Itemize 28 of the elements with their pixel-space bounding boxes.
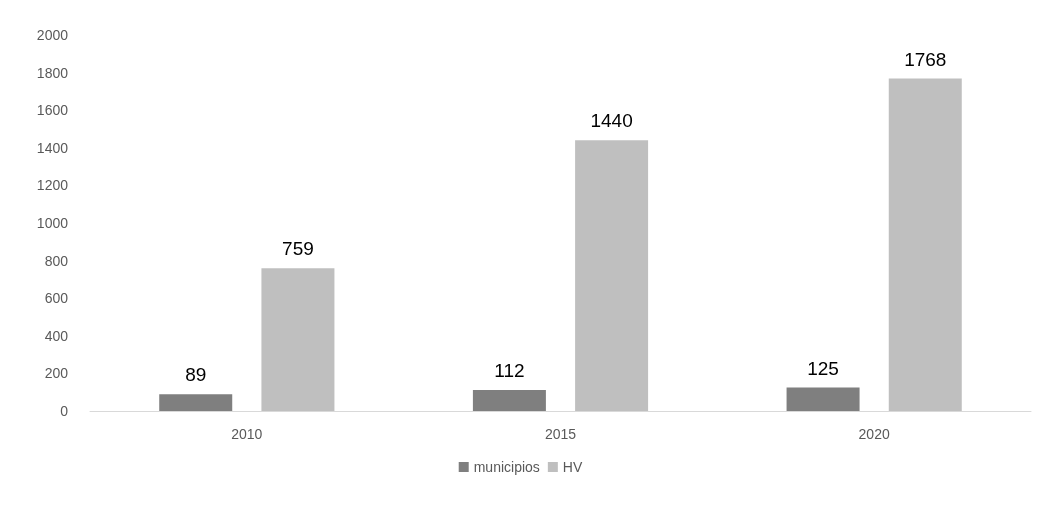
data-label: 125 xyxy=(807,357,839,379)
y-tick-label: 400 xyxy=(44,327,69,344)
bar xyxy=(888,78,962,411)
y-tick-label: 1200 xyxy=(36,177,69,194)
bar xyxy=(786,387,860,411)
y-tick-label: 0 xyxy=(60,403,69,419)
bar xyxy=(472,389,546,411)
data-label: 1440 xyxy=(590,110,633,132)
x-tick-label: 2020 xyxy=(858,426,890,442)
x-tick-label: 2010 xyxy=(231,426,263,442)
y-tick-label: 1800 xyxy=(36,64,69,81)
bar xyxy=(159,394,233,411)
y-tick-label: 1400 xyxy=(36,139,69,156)
bar xyxy=(575,140,649,411)
y-tick-label: 800 xyxy=(44,252,69,269)
data-label: 89 xyxy=(185,364,207,386)
y-tick-label: 1000 xyxy=(36,215,69,231)
y-tick-label: 2000 xyxy=(36,27,69,43)
data-label: 759 xyxy=(282,238,314,260)
legend-label: HV xyxy=(562,459,583,475)
y-tick-label: 600 xyxy=(44,290,69,307)
legend-label: municipios xyxy=(473,459,540,475)
y-tick-label: 200 xyxy=(44,365,69,382)
y-tick-label: 1600 xyxy=(36,102,69,119)
data-label: 112 xyxy=(494,359,525,381)
x-tick-label: 2015 xyxy=(544,426,577,442)
bar xyxy=(261,268,335,411)
data-label: 1768 xyxy=(904,48,947,70)
